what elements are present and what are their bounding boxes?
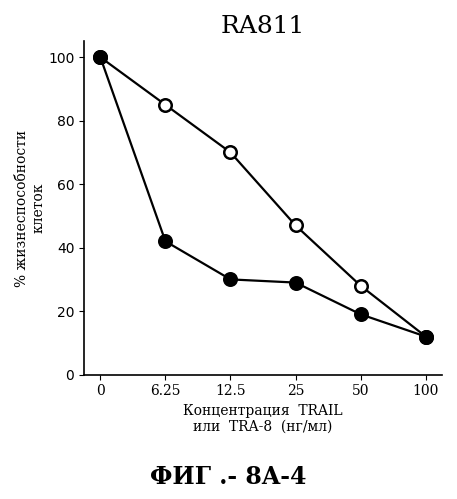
Text: ФИГ .- 8A-4: ФИГ .- 8A-4 <box>150 465 307 489</box>
Title: RA811: RA811 <box>221 15 305 38</box>
X-axis label: Концентрация  TRAIL
или  TRA-8  (нг/мл): Концентрация TRAIL или TRA-8 (нг/мл) <box>183 404 343 434</box>
Y-axis label: % жизнеспособности
клеток: % жизнеспособности клеток <box>15 129 45 286</box>
